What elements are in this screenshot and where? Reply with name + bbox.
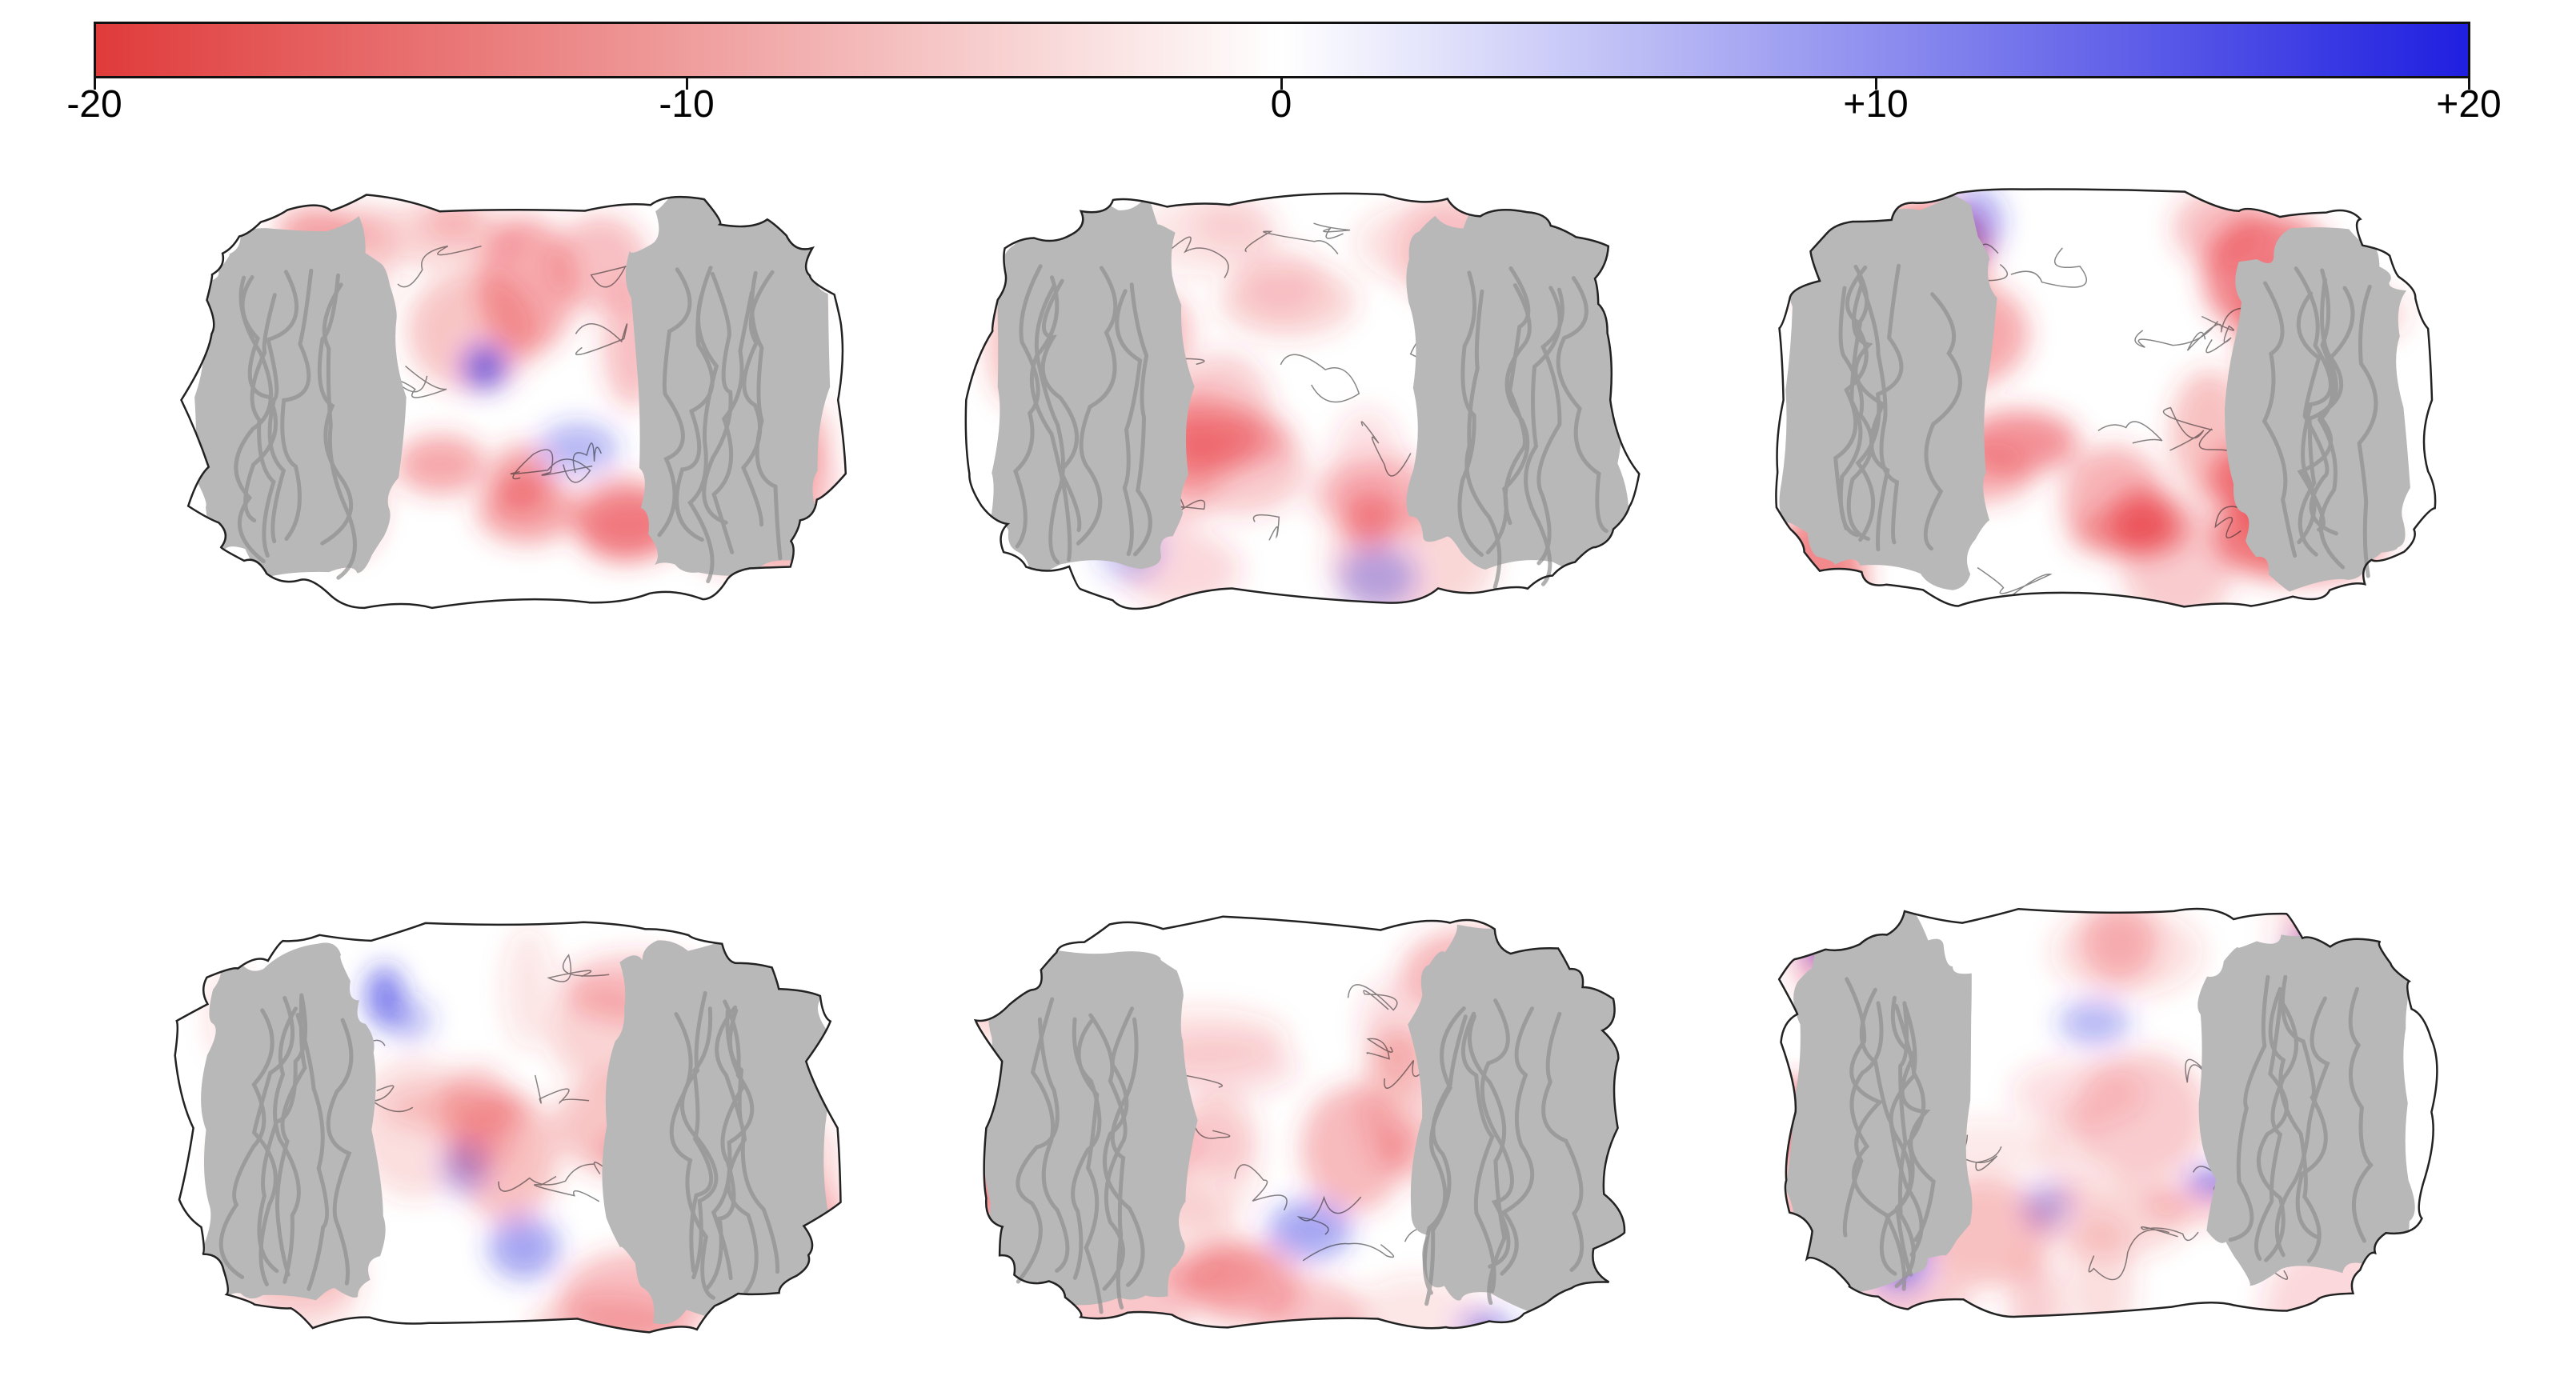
- colorbar-label-neg: -10: [659, 83, 715, 126]
- colorbar-tick-pos: [1875, 78, 1877, 90]
- negative-potential-patch: [1169, 422, 1308, 515]
- negative-potential-patch: [492, 444, 550, 513]
- cutaway-domain-right: [2197, 929, 2415, 1286]
- surface-panel-bottom-middle: [920, 888, 1689, 1384]
- positive-potential-patch: [488, 1215, 560, 1280]
- colorbar-tick-neg: [686, 78, 688, 90]
- negative-potential-patch: [2080, 909, 2158, 982]
- positive-potential-patch: [463, 344, 507, 390]
- cutaway-domain-right: [602, 930, 831, 1329]
- surface-render: [1777, 907, 2438, 1318]
- cutaway-domain-right: [1408, 922, 1625, 1321]
- positive-potential-patch: [1338, 545, 1418, 610]
- colorbar-tick-max: [2468, 78, 2470, 90]
- negative-potential-patch: [1301, 1085, 1407, 1213]
- negative-potential-patch: [395, 434, 487, 494]
- negative-potential-patch: [2068, 1213, 2135, 1317]
- surface-render: [174, 921, 842, 1334]
- negative-potential-patch: [503, 926, 554, 1050]
- negative-potential-patch: [2109, 488, 2180, 553]
- cutaway-domain-left: [200, 942, 386, 1301]
- negative-potential-patch: [423, 196, 484, 242]
- negative-potential-patch: [1960, 410, 2078, 474]
- surface-panel-top-left: [128, 160, 896, 656]
- positive-potential-patch: [2022, 1183, 2071, 1229]
- negative-potential-patch: [553, 215, 648, 312]
- colorbar-label-min: -20: [66, 83, 122, 126]
- surface-panel-top-right: [1721, 160, 2489, 656]
- colorbar-label-max: +20: [2436, 83, 2502, 126]
- negative-potential-patch: [532, 1294, 683, 1333]
- colorbar-tick-min: [94, 78, 96, 90]
- negative-potential-patch: [1185, 1091, 1258, 1178]
- surface-outline: [973, 915, 1626, 1330]
- cutaway-domain-right: [2225, 227, 2410, 592]
- surface-outline: [1775, 188, 2437, 608]
- surface-render: [180, 194, 847, 610]
- surface-panel-bottom-right: [1713, 872, 2481, 1368]
- positive-potential-patch: [441, 1142, 488, 1196]
- colorbar-tick-zero: [1280, 78, 1283, 90]
- positive-potential-patch: [1268, 1199, 1352, 1260]
- surface-outline: [180, 194, 847, 610]
- colorbar-label-zero: 0: [1270, 83, 1292, 126]
- cutaway-domain-right: [1406, 195, 1629, 578]
- negative-potential-patch: [1238, 243, 1323, 318]
- potential-colorbar: [94, 22, 2470, 78]
- positive-potential-patch: [2057, 999, 2131, 1046]
- surface-outline: [174, 921, 842, 1334]
- cutaway-domain-left: [194, 216, 407, 578]
- surface-panel-top-middle: [920, 160, 1689, 656]
- cutaway-domain-left: [991, 193, 1195, 578]
- surface-render: [1775, 188, 2437, 608]
- cutaway-domain-right: [625, 194, 831, 576]
- surface-panel-bottom-left: [120, 888, 888, 1384]
- cutaway-domain-left: [983, 934, 1198, 1306]
- surface-outline: [964, 192, 1641, 610]
- surface-render: [964, 192, 1641, 610]
- negative-potential-patch: [2011, 1058, 2147, 1130]
- cutaway-domain-left: [1779, 194, 1997, 590]
- surface-render: [973, 915, 1626, 1330]
- colorbar-label-pos: +10: [1843, 83, 1909, 126]
- positive-potential-patch: [537, 422, 619, 475]
- surface-outline: [1777, 907, 2438, 1318]
- positive-potential-patch: [365, 966, 404, 1026]
- negative-potential-patch: [2009, 1254, 2063, 1317]
